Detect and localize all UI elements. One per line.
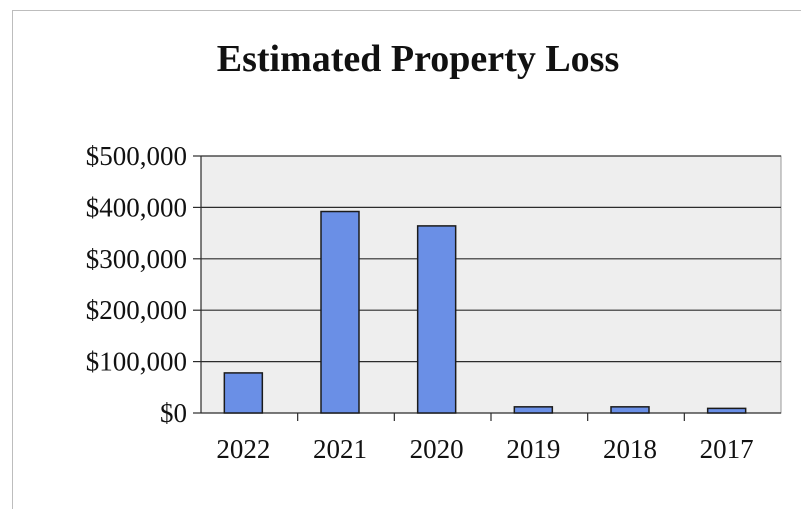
bar-2018	[610, 406, 650, 414]
x-tick-label: 2020	[410, 434, 464, 464]
x-tick-label: 2019	[506, 434, 560, 464]
chart-title: Estimated Property Loss	[216, 38, 620, 80]
y-tick-label: $0	[160, 398, 187, 428]
bar-2022	[223, 372, 264, 414]
x-tick-label: 2022	[216, 434, 270, 464]
y-tick-label: $500,000	[86, 141, 187, 171]
y-tick-label: $100,000	[86, 347, 187, 377]
x-tick-label: 2021	[313, 434, 367, 464]
x-tick-label: 2017	[700, 434, 754, 464]
x-tick-label: 2018	[603, 434, 657, 464]
y-tick-label: $200,000	[86, 295, 187, 325]
bar-2021	[320, 210, 360, 414]
bar-2019	[513, 406, 554, 414]
bar-2020	[416, 225, 457, 414]
y-tick-label: $300,000	[86, 244, 187, 274]
y-tick-label: $400,000	[86, 192, 187, 222]
plot-area	[200, 155, 782, 414]
bar-2017	[706, 407, 747, 414]
